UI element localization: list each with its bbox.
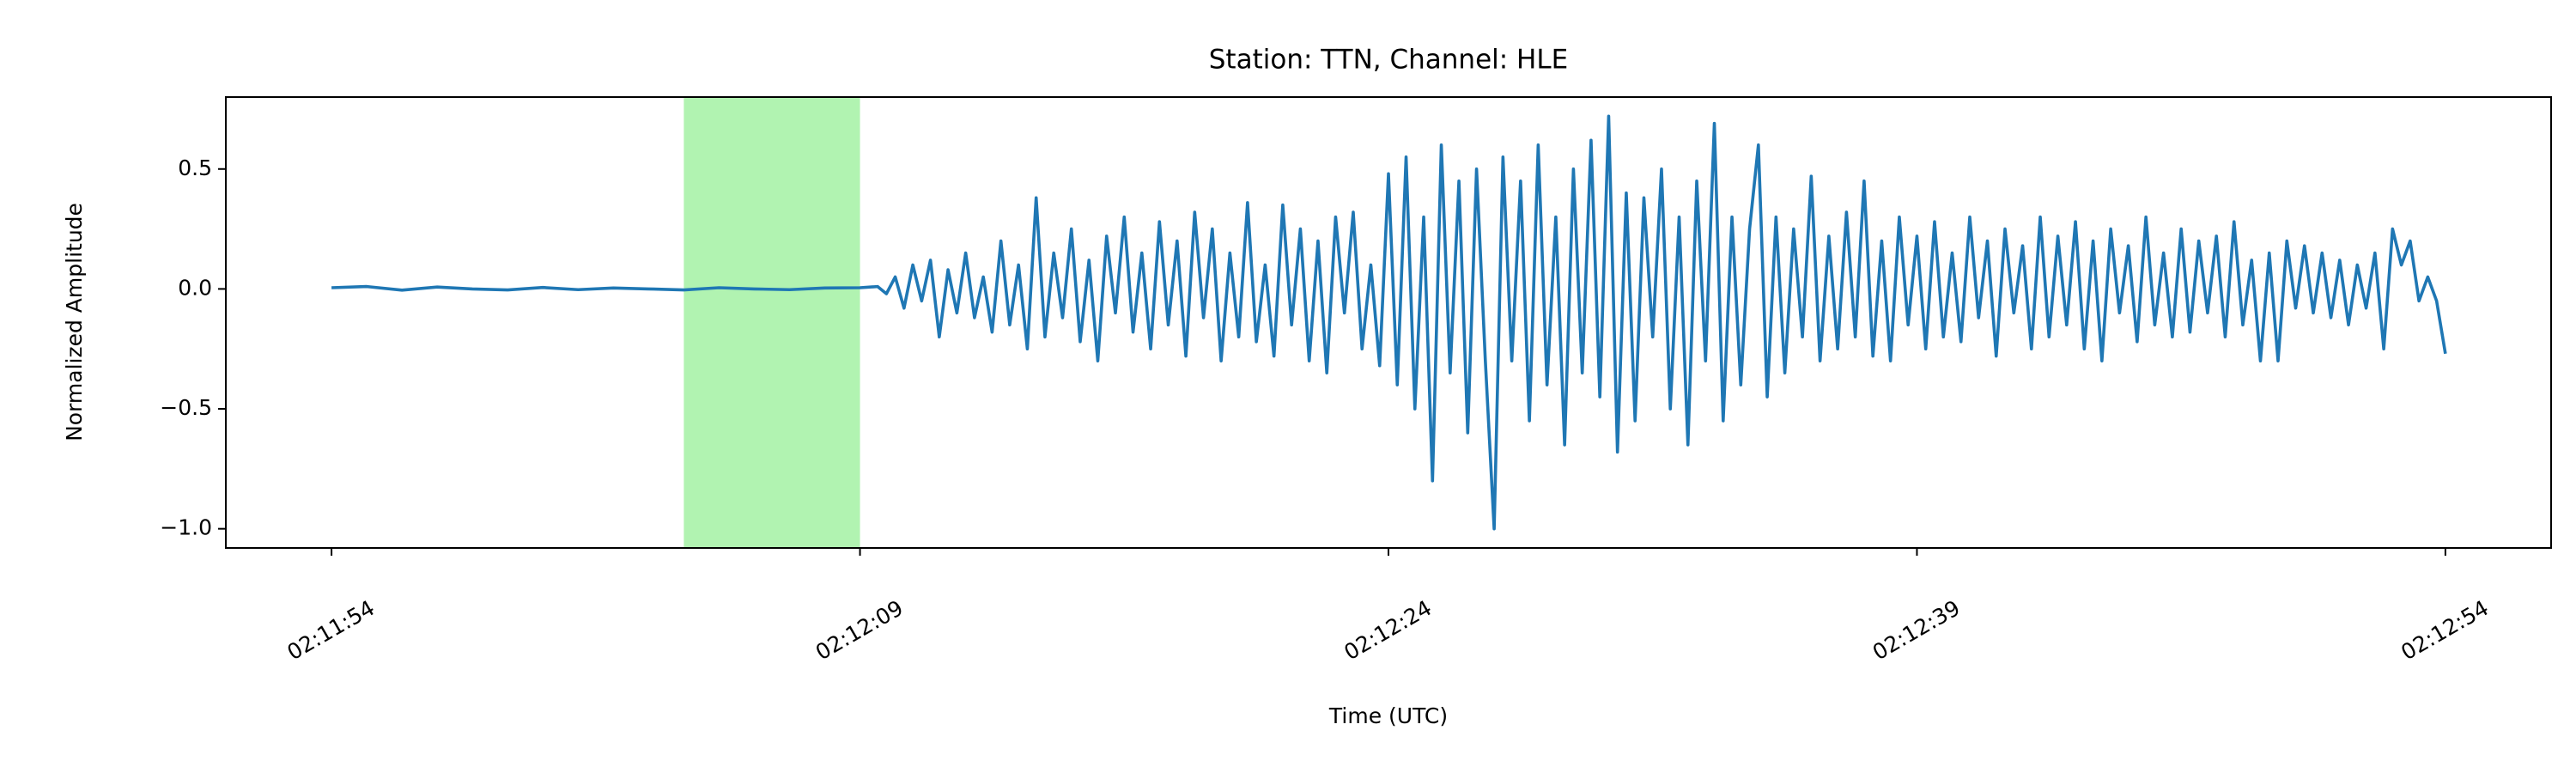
x-tick-label: 02:12:39: [1868, 595, 1965, 665]
x-tick-label: 02:12:24: [1340, 595, 1436, 665]
y-axis-label: Normalized Amplitude: [62, 203, 87, 441]
chart-title: Station: TTN, Channel: HLE: [1209, 45, 1568, 76]
x-tick-label: 02:12:54: [2397, 595, 2493, 665]
y-tick-label: −1.0: [160, 515, 212, 540]
x-tick-label: 02:12:09: [811, 595, 908, 665]
plot-frame: [225, 96, 2552, 549]
x-tick-label: 02:11:54: [283, 595, 379, 665]
y-tick-label: 0.5: [178, 155, 212, 180]
highlight-span: [683, 97, 860, 548]
x-axis-label: Time (UTC): [1328, 703, 1448, 728]
waveform-line: [331, 114, 2447, 531]
y-tick-label: −0.5: [160, 395, 212, 420]
y-tick-label: 0.0: [178, 275, 212, 300]
